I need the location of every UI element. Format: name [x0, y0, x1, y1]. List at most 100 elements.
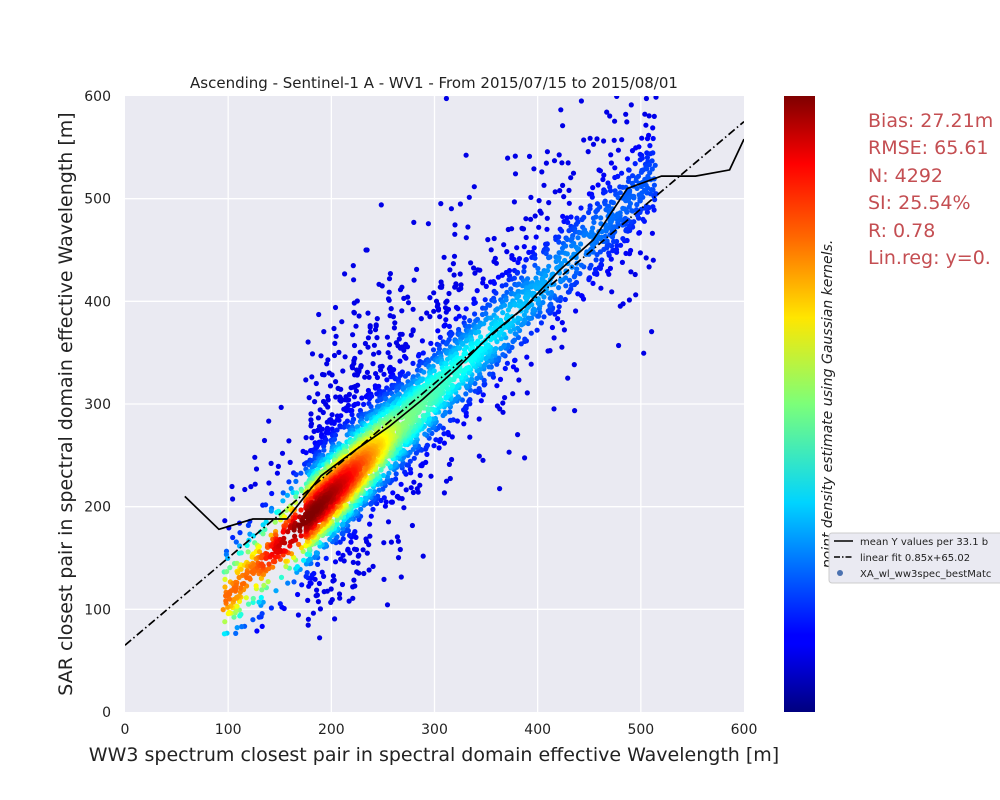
scatter-point [387, 271, 393, 277]
legend-scatter-swatch [837, 570, 843, 576]
scatter-point [608, 152, 614, 158]
scatter-point [517, 299, 523, 305]
scatter-point [472, 300, 478, 306]
scatter-point [491, 280, 497, 286]
scatter-point [325, 397, 331, 403]
scatter-point [489, 321, 495, 327]
scatter-point [632, 161, 638, 167]
scatter-point [612, 165, 618, 171]
scatter-point [642, 111, 648, 117]
scatter-point [428, 340, 434, 346]
scatter-point [505, 307, 511, 313]
scatter-point [327, 383, 334, 389]
scatter-point [253, 466, 260, 472]
scatter-point [514, 270, 520, 276]
scatter-point [252, 454, 258, 460]
scatter-point [426, 401, 432, 407]
scatter-point [321, 329, 327, 335]
scatter-point [592, 266, 599, 273]
scatter-point [638, 183, 645, 189]
scatter-point [486, 364, 492, 370]
scatter-point [499, 272, 505, 278]
scatter-point [371, 342, 377, 348]
scatter-point [342, 354, 348, 360]
scatter-point [408, 485, 414, 491]
mean-line [184, 138, 744, 531]
scatter-point [299, 582, 305, 588]
scatter-point [398, 574, 404, 580]
scatter-point [466, 323, 472, 329]
scatter-point [250, 595, 256, 602]
scatter-point [624, 156, 631, 162]
scatter-point [351, 342, 358, 349]
scatter-point [516, 377, 522, 383]
scatter-point [309, 510, 316, 516]
scatter-point [329, 597, 335, 603]
scatter-point [510, 364, 516, 370]
scatter-point [587, 233, 593, 239]
scatter-point [238, 550, 244, 556]
scatter-point [500, 409, 506, 415]
scatter-point [428, 473, 434, 479]
scatter-point [338, 386, 344, 392]
scatter-point [222, 619, 228, 625]
scatter-point [612, 118, 618, 124]
scatter-point [309, 572, 315, 578]
scatter-point [270, 558, 276, 565]
scatter-point [644, 136, 651, 142]
scatter-point [556, 304, 562, 310]
scatter-point [245, 522, 251, 529]
scatter-point [544, 226, 550, 232]
scatter-point [359, 395, 365, 401]
scatter-point [239, 624, 245, 630]
x-tick-label: 200 [318, 722, 345, 738]
scatter-point [646, 113, 652, 119]
scatter-point [602, 189, 608, 195]
scatter-point [541, 314, 547, 320]
scatter-point [273, 588, 279, 594]
scatter-point [361, 401, 367, 407]
scatter-point [275, 463, 281, 469]
scatter-point [521, 268, 527, 274]
scatter-point [441, 431, 447, 437]
scatter-point [321, 589, 327, 595]
scatter-point [480, 276, 486, 282]
scatter-point [510, 338, 516, 345]
scatter-point [437, 436, 444, 442]
scatter-point [416, 362, 422, 369]
scatter-point [339, 531, 345, 537]
scatter-point [566, 200, 572, 206]
scatter-point [578, 98, 585, 104]
scatter-point [305, 514, 311, 520]
scatter-point [643, 96, 649, 102]
scatter-point [476, 416, 482, 422]
scatter-point [607, 265, 614, 271]
scatter-point [481, 321, 487, 327]
scatter-point [598, 215, 604, 221]
scatter-point [565, 160, 571, 166]
scatter-point [350, 263, 356, 269]
scatter-point [376, 350, 382, 356]
scatter-point [514, 295, 520, 301]
scatter-point [562, 257, 568, 264]
scatter-point [285, 580, 291, 586]
legend-box [828, 532, 1000, 584]
scatter-point [546, 263, 552, 269]
scatter-point [249, 554, 255, 560]
scatter-point [242, 486, 248, 493]
scatter-point [614, 212, 620, 218]
scatter-point [386, 342, 393, 348]
scatter-point [378, 367, 384, 373]
scatter-point [547, 295, 553, 301]
scatter-point [370, 563, 376, 570]
scatter-point [283, 558, 289, 564]
scatter-point [623, 250, 629, 256]
scatter-point [463, 403, 469, 409]
scatter-point [483, 343, 489, 349]
scatter-point [351, 277, 357, 283]
scatter-point [398, 481, 404, 487]
scatter-point [336, 349, 342, 355]
scatter-point [315, 599, 321, 605]
scatter-point [402, 469, 408, 475]
scatter-point [370, 506, 376, 512]
